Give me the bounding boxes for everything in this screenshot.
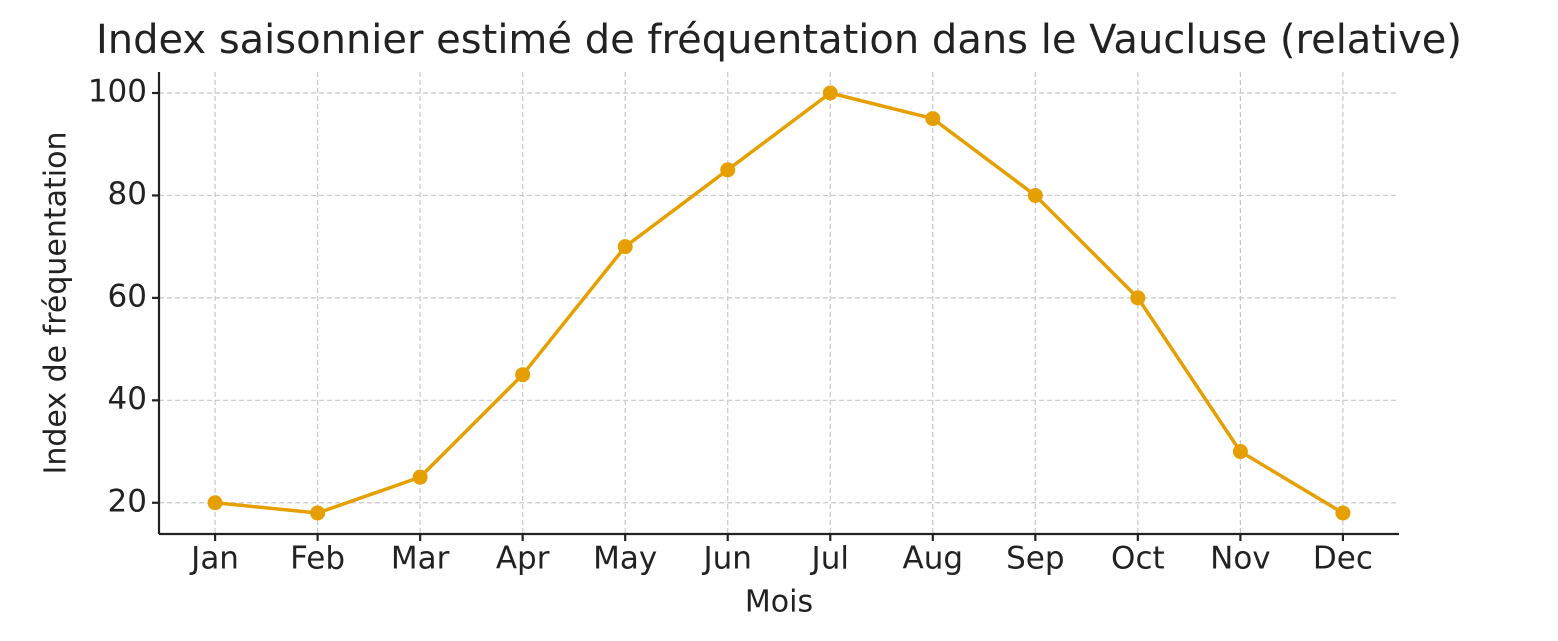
x-axis-label: Mois [745,585,813,620]
x-tick-label: Oct [1111,541,1165,577]
marker [822,85,838,101]
y-tick-label: 20 [108,483,147,519]
marker [515,367,531,383]
marker [207,495,223,511]
marker [310,505,326,521]
marker [925,111,941,127]
y-tick-label: 60 [108,278,147,314]
x-tick-label: Aug [903,541,964,577]
marker [720,162,736,178]
x-tick-label: Mar [391,541,450,577]
marker [617,239,633,255]
chart-title: Index saisonnier estimé de fréquentation… [96,17,1462,63]
y-axis-label: Index de fréquentation [39,132,74,475]
marker [1232,444,1248,460]
line [214,91,1344,515]
x-tick-label: May [593,541,657,577]
x-tick-label: Jun [702,541,752,577]
y-tick-label: 40 [108,381,147,417]
x-tick-label: Sep [1006,541,1064,577]
y-tick-label: 80 [108,176,147,212]
marker [412,469,428,485]
marker [1027,187,1043,203]
marker [1130,290,1146,306]
y-tick-label: 100 [88,74,147,110]
x-tick-label: Dec [1313,541,1373,577]
x-tick-label: Nov [1210,541,1271,577]
x-tick-label: Feb [290,541,345,577]
x-tick-label: Apr [496,541,550,577]
x-tick-label: Jul [810,541,849,577]
x-tick-label: Jan [189,541,239,577]
marker [1335,505,1351,521]
